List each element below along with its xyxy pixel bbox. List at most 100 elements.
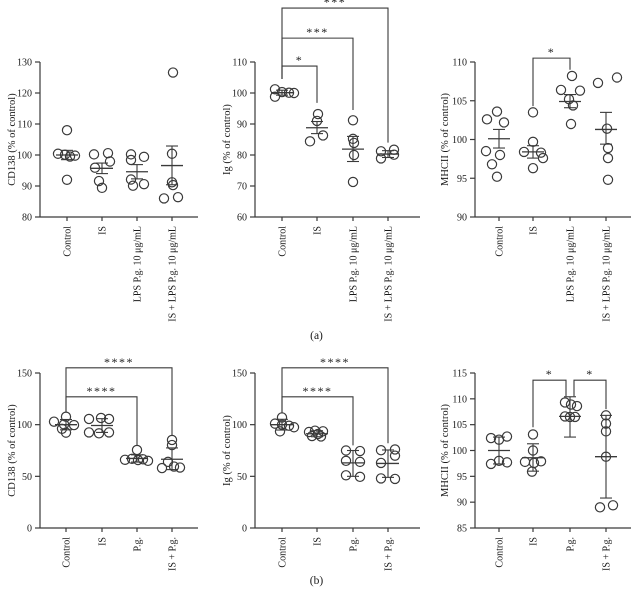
data-point: [601, 123, 613, 134]
data-point: [498, 117, 510, 128]
data-point: [309, 425, 321, 436]
significance-bracket: [532, 57, 571, 107]
data-point: [288, 422, 300, 433]
data-point: [304, 136, 316, 147]
data-point: [102, 147, 114, 159]
data-point: [60, 427, 72, 438]
y-axis-title: MHCII (% of control): [440, 92, 451, 186]
data-point: [389, 473, 401, 485]
data-point: [611, 72, 623, 83]
data-point: [501, 457, 513, 468]
data-point: [574, 85, 586, 96]
data-point: [600, 451, 612, 462]
x-category-label: Control: [63, 226, 74, 257]
data-point: [104, 156, 116, 167]
data-point: [83, 427, 95, 438]
y-tick-label: 100: [452, 135, 467, 146]
data-point: [269, 84, 281, 95]
data-point: [600, 426, 612, 437]
y-axis-title: Ig (% of control): [222, 415, 233, 486]
data-point: [88, 149, 100, 160]
data-point: [559, 397, 571, 408]
data-point: [347, 133, 359, 145]
y-tick-label: 50: [22, 472, 32, 483]
y-tick-label: 150: [232, 369, 247, 380]
y-tick-label: 50: [237, 472, 247, 483]
data-point: [607, 500, 619, 511]
y-tick-label: 90: [237, 120, 247, 131]
y-tick-label: 115: [452, 369, 467, 380]
y-tick-label: 60: [237, 213, 247, 224]
data-point: [600, 418, 612, 429]
x-category-label: Control: [278, 537, 289, 568]
data-point: [131, 444, 143, 456]
significance-label: ***: [306, 25, 329, 39]
data-point: [555, 84, 567, 96]
data-point: [95, 412, 107, 424]
significance-label: ****: [320, 355, 350, 369]
y-tick-label: 90: [22, 182, 32, 193]
y-tick-label: 110: [452, 394, 467, 405]
data-point: [389, 444, 401, 455]
data-point: [119, 454, 131, 465]
data-point: [89, 162, 101, 173]
data-point: [69, 150, 81, 161]
data-point: [166, 434, 178, 446]
data-point: [312, 428, 324, 440]
data-point: [518, 146, 530, 158]
y-tick-label: 150: [17, 369, 32, 380]
data-point: [96, 182, 108, 194]
data-point: [166, 439, 178, 451]
x-category-label: P.g.: [566, 537, 577, 551]
data-point: [493, 455, 505, 467]
x-category-label: IS: [529, 537, 540, 546]
x-category-label: P.g.: [349, 537, 360, 551]
data-point: [347, 115, 359, 126]
significance-label: ****: [303, 384, 333, 398]
significance-label: ****: [87, 384, 117, 398]
data-point: [269, 418, 281, 429]
data-point: [388, 149, 400, 160]
data-point: [125, 174, 137, 185]
y-tick-label: 100: [17, 420, 32, 431]
y-tick-label: 100: [232, 420, 247, 431]
data-point: [485, 432, 497, 444]
data-point: [602, 174, 614, 185]
significance-label: *: [586, 367, 594, 381]
x-category-label: LPS P.g. 10 μg/mL: [566, 226, 577, 302]
data-point: [389, 450, 401, 461]
x-category-label: IS: [313, 226, 324, 235]
significance-label: ****: [104, 355, 134, 369]
y-tick-label: 0: [242, 524, 247, 535]
data-point: [527, 136, 539, 148]
y-tick-label: 110: [17, 120, 32, 131]
significance-label: *: [296, 53, 304, 67]
data-point: [564, 411, 576, 423]
data-point: [168, 461, 180, 472]
y-tick-label: 110: [452, 58, 467, 69]
y-tick-label: 120: [17, 89, 32, 100]
data-point: [565, 399, 577, 410]
data-point: [68, 419, 80, 431]
y-axis-title: Ig (% of control): [222, 104, 233, 175]
y-tick-label: 100: [232, 89, 247, 100]
x-category-label: IS + P.g.: [602, 537, 613, 571]
data-point: [535, 456, 547, 467]
data-point: [501, 431, 513, 442]
y-tick-label: 70: [237, 182, 247, 193]
data-point: [312, 108, 324, 120]
data-point: [276, 86, 288, 98]
x-category-label: Control: [495, 537, 506, 568]
x-category-label: IS + LPS P.g. 10 μg/mL: [168, 226, 179, 322]
significance-bracket: [532, 379, 567, 428]
y-tick-label: 90: [457, 213, 467, 224]
y-axis-title: CD138 (% of control): [7, 404, 18, 497]
panel-label-a: (a): [310, 330, 323, 342]
data-point: [137, 454, 149, 465]
data-point: [126, 453, 138, 464]
x-category-label: IS: [529, 226, 540, 235]
panel-label-b: (b): [309, 575, 324, 587]
x-category-label: IS + P.g.: [168, 537, 179, 571]
data-point: [491, 106, 503, 117]
data-point: [354, 456, 366, 468]
